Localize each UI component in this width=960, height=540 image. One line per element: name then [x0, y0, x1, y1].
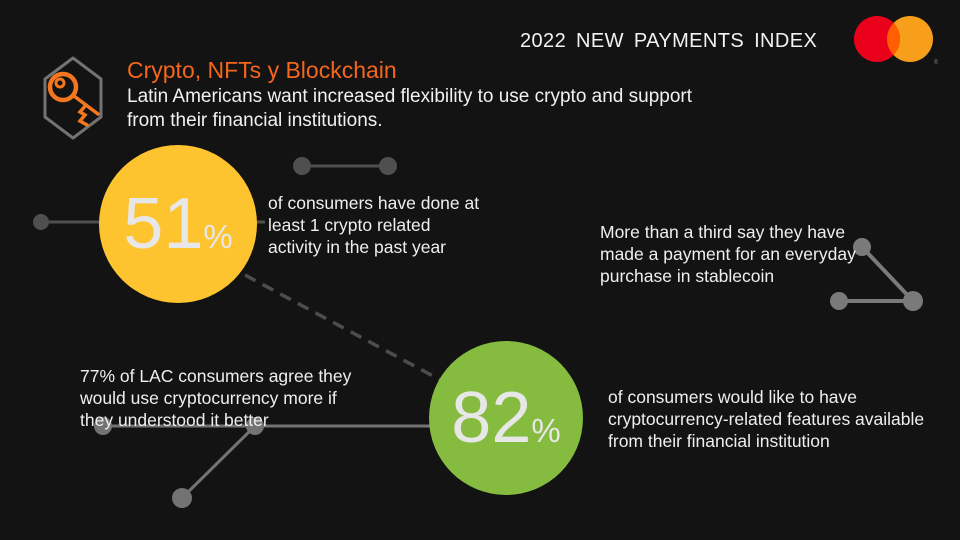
section-title: Crypto, NFTs y Blockchain — [127, 57, 397, 83]
stat-51-description: of consumers have done at least 1 crypto… — [268, 193, 480, 257]
mastercard-logo-icon: ® — [854, 16, 938, 66]
report-title: 2022 NEW PAYMENTS INDEX — [520, 30, 818, 52]
connector-top-dumbbell — [293, 157, 397, 175]
stat-unit: % — [203, 218, 233, 255]
section-subtitle: Latin Americans want increased flexibili… — [127, 86, 693, 131]
trademark-symbol: ® — [934, 59, 938, 66]
connector-left-of-51 — [33, 214, 265, 230]
stat-value: 51 — [123, 184, 204, 264]
stat-value: 82 — [451, 378, 532, 458]
stat-82-description: of consumers would like to have cryptocu… — [608, 387, 925, 451]
stat-unit: % — [531, 412, 561, 449]
connector-stablecoin — [830, 238, 923, 311]
stat-circle-51: 51% — [99, 145, 257, 303]
callout-77-percent: 77% of LAC consumers agree they would us… — [80, 366, 352, 430]
connector-77-to-82 — [94, 417, 436, 508]
callout-stablecoin: More than a third say they have made a p… — [600, 222, 856, 286]
key-hexagon-icon — [43, 56, 103, 140]
stat-circle-82: 82% — [429, 341, 583, 495]
